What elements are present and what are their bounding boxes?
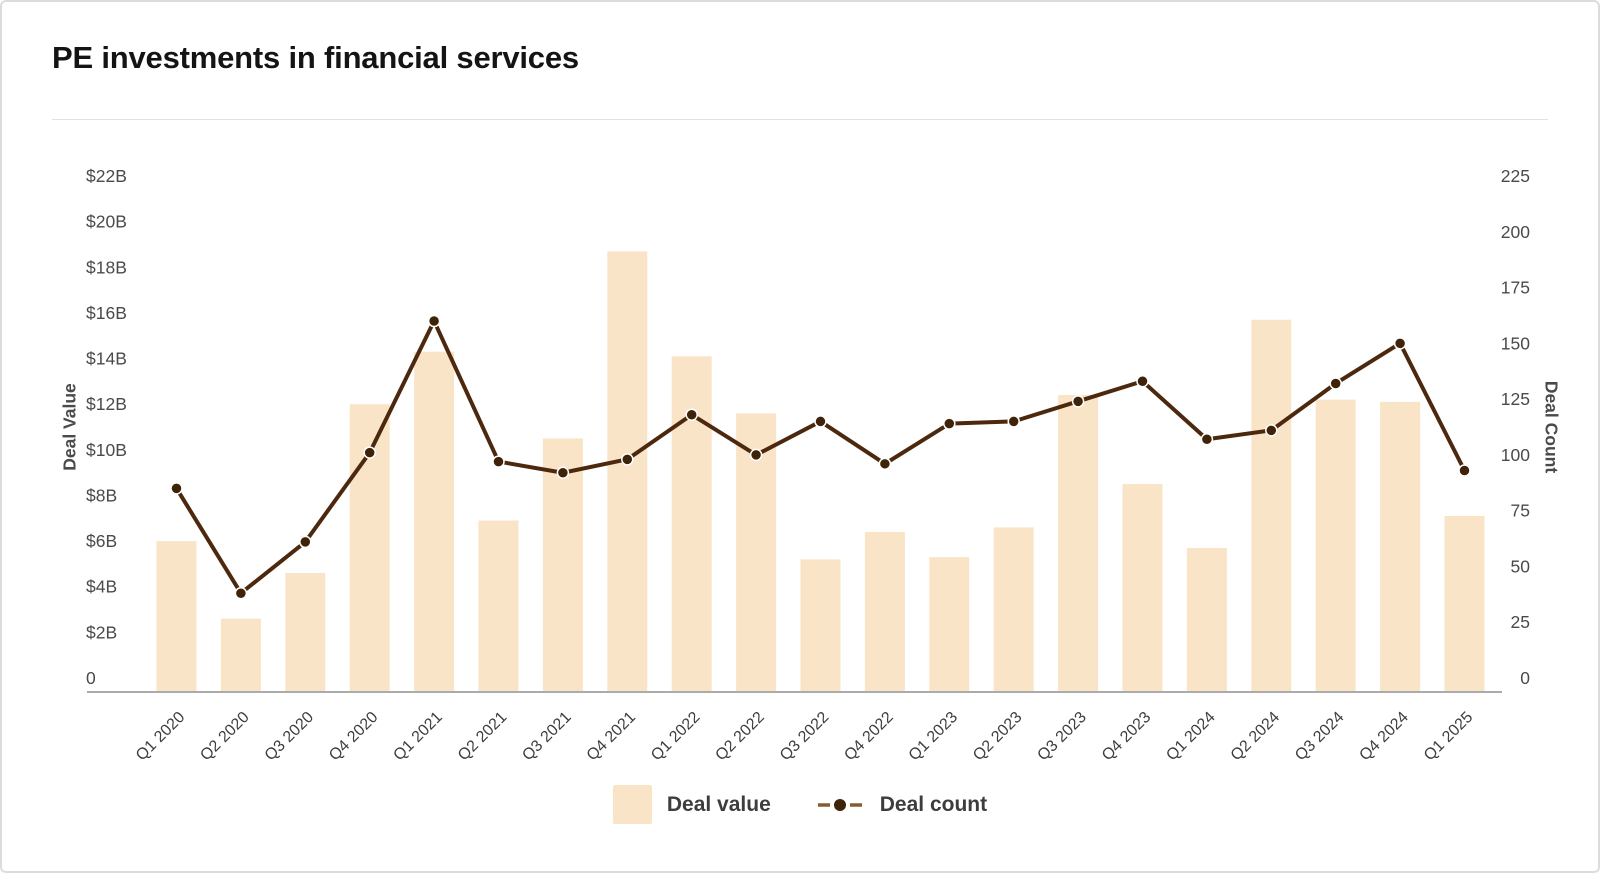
deal-count-point-q2-2022[interactable] [751,449,762,460]
bar-q4-2021[interactable] [607,251,647,691]
deal-value-swatch-icon [613,785,652,824]
bar-q2-2020[interactable] [221,619,261,691]
bar-q4-2022[interactable] [865,532,905,691]
right-axis-tick-200: 200 [1501,222,1530,242]
x-axis-label-q4-2022: Q4 2022 [841,709,896,764]
left-axis-tick-2b: $2B [86,622,117,642]
right-axis-tick-0: 0 [1520,668,1530,688]
x-axis-label-q1-2024: Q1 2024 [1163,709,1218,764]
deal-count-point-q3-2024[interactable] [1330,378,1341,389]
right-axis-tick-100: 100 [1501,445,1530,465]
deal-count-point-q4-2020[interactable] [364,447,375,458]
deal-count-marker-icon [817,797,865,813]
bar-q2-2023[interactable] [994,527,1034,691]
deal-count-point-q2-2023[interactable] [1008,416,1019,427]
left-axis-tick-12b: $12B [86,394,127,414]
deal-count-point-q3-2023[interactable] [1073,396,1084,407]
x-axis-label-q4-2024: Q4 2024 [1356,709,1411,764]
deal-count-point-q3-2021[interactable] [557,467,568,478]
chart-legend: Deal value Deal count [2,785,1598,824]
right-axis-tick-150: 150 [1501,333,1530,353]
deal-count-point-q1-2023[interactable] [944,418,955,429]
legend-item-deal-value[interactable]: Deal value [613,785,771,824]
x-axis-label-q4-2020: Q4 2020 [326,709,381,764]
deal-count-point-q2-2020[interactable] [235,588,246,599]
x-axis-label-q2-2021: Q2 2021 [455,709,510,764]
deal-count-point-q1-2025[interactable] [1459,465,1470,476]
x-axis-label-q3-2024: Q3 2024 [1292,709,1347,764]
bar-q3-2022[interactable] [801,559,841,691]
right-axis-tick-225: 225 [1501,166,1530,186]
right-axis-tick-25: 25 [1511,612,1530,632]
legend-item-deal-count[interactable]: Deal count [817,793,987,817]
bar-q2-2021[interactable] [479,521,519,691]
bar-q1-2021[interactable] [414,352,454,691]
left-axis-tick-18b: $18B [86,257,127,277]
deal-count-point-q4-2024[interactable] [1395,338,1406,349]
bar-q3-2023[interactable] [1058,395,1098,691]
deal-count-point-q1-2021[interactable] [429,316,440,327]
right-axis-tick-125: 125 [1501,389,1530,409]
x-axis-label-q2-2024: Q2 2024 [1228,709,1283,764]
left-axis-tick-22b: $22B [86,166,127,186]
x-axis-label-q1-2022: Q1 2022 [648,709,703,764]
deal-count-point-q4-2023[interactable] [1137,376,1148,387]
deal-count-point-q1-2024[interactable] [1201,434,1212,445]
bar-q1-2020[interactable] [157,541,197,691]
left-axis-tick-6b: $6B [86,531,117,551]
deal-count-point-q1-2020[interactable] [171,483,182,494]
deal-count-point-q3-2022[interactable] [815,416,826,427]
right-axis-tick-50: 50 [1511,556,1531,576]
bar-q3-2020[interactable] [285,573,325,691]
left-axis-tick-20b: $20B [86,212,127,232]
left-axis-tick-16b: $16B [86,303,127,323]
left-axis-tick-14b: $14B [86,349,127,369]
x-axis-label-q1-2023: Q1 2023 [906,709,961,764]
bar-q3-2024[interactable] [1316,400,1356,691]
left-axis-tick-0: 0 [86,668,96,688]
x-axis-label-q3-2020: Q3 2020 [262,709,317,764]
x-axis-label-q4-2021: Q4 2021 [584,709,639,764]
deal-count-point-q4-2021[interactable] [622,454,633,465]
x-axis-label-q3-2023: Q3 2023 [1034,709,1089,764]
legend-deal-count-label: Deal count [880,793,987,817]
bar-q2-2024[interactable] [1251,320,1291,691]
bar-q1-2024[interactable] [1187,548,1227,691]
x-axis-label-q1-2021: Q1 2021 [390,709,445,764]
bar-q4-2023[interactable] [1123,484,1163,691]
left-axis-tick-4b: $4B [86,577,117,597]
deal-count-point-q4-2022[interactable] [879,458,890,469]
deal-count-point-q3-2020[interactable] [300,536,311,547]
x-axis-label-q3-2021: Q3 2021 [519,709,574,764]
x-axis-label-q3-2022: Q3 2022 [777,709,832,764]
x-axis-label-q2-2023: Q2 2023 [970,709,1025,764]
bar-q1-2022[interactable] [672,356,712,691]
left-axis-tick-10b: $10B [86,440,127,460]
x-axis-label-q4-2023: Q4 2023 [1099,709,1154,764]
right-axis-tick-75: 75 [1511,501,1530,521]
right-axis-tick-175: 175 [1501,278,1530,298]
x-axis-label-q1-2020: Q1 2020 [133,709,188,764]
bar-q1-2025[interactable] [1445,516,1485,691]
deal-count-point-q2-2021[interactable] [493,456,504,467]
bar-q4-2024[interactable] [1380,402,1420,691]
x-axis-label-q1-2025: Q1 2025 [1421,709,1476,764]
bar-q1-2023[interactable] [929,557,969,691]
left-axis-tick-8b: $8B [86,485,117,505]
deal-count-point-q1-2022[interactable] [686,409,697,420]
deal-count-point-q2-2024[interactable] [1266,425,1277,436]
x-axis-label-q2-2022: Q2 2022 [712,709,767,764]
x-axis-label-q2-2020: Q2 2020 [197,709,252,764]
legend-deal-value-label: Deal value [667,793,771,817]
